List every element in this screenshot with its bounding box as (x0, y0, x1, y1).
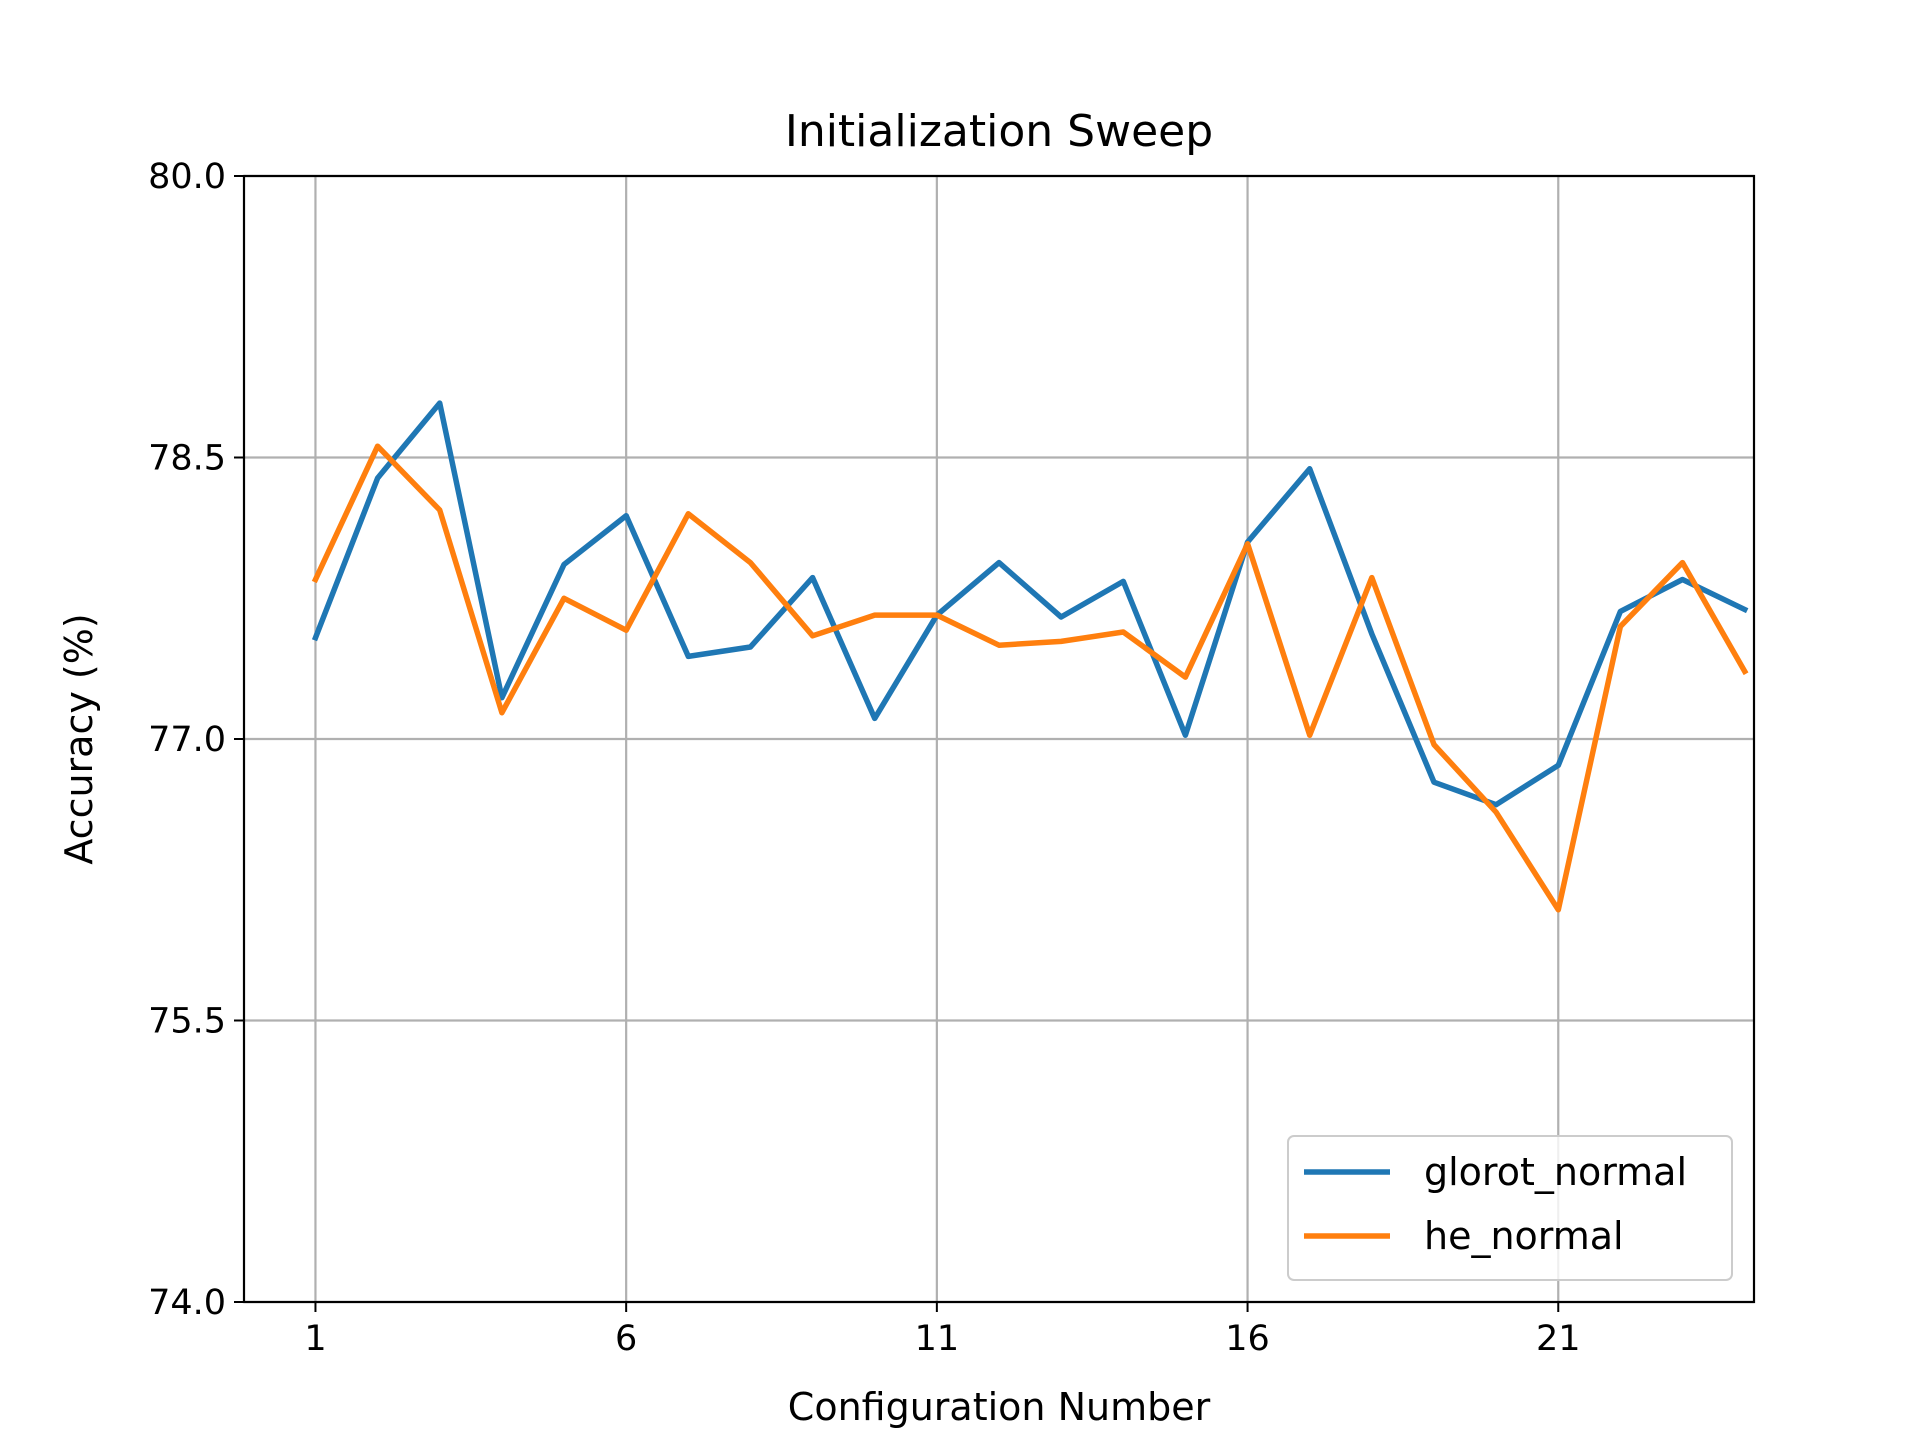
y-axis-title: Accuracy (%) (57, 613, 101, 864)
series-line-glorot-normal (311, 400, 1749, 808)
y-tick-label: 75.5 (148, 1002, 226, 1042)
legend-box (1287, 1135, 1733, 1281)
series-layer (311, 400, 1749, 913)
x-tick-label: 11 (915, 1319, 960, 1359)
x-tick-label: 21 (1536, 1319, 1581, 1359)
legend-label-he-normal: he_normal (1424, 1214, 1624, 1258)
legend-label-glorot-normal: glorot_normal (1424, 1150, 1687, 1194)
legend: glorot_normal he_normal (1287, 1135, 1733, 1281)
y-tick-label: 78.5 (148, 439, 226, 479)
x-axis-title: Configuration Number (788, 1385, 1211, 1429)
x-tick-label: 16 (1225, 1319, 1270, 1359)
series-line-he-normal (311, 443, 1749, 913)
chart-title: Initialization Sweep (785, 106, 1213, 157)
x-tick-label: 1 (304, 1319, 326, 1359)
y-tick-label: 77.0 (148, 720, 226, 760)
y-tick-label: 80.0 (148, 157, 226, 197)
y-tick-label: 74.0 (148, 1283, 226, 1323)
x-tick-label: 6 (615, 1319, 637, 1359)
